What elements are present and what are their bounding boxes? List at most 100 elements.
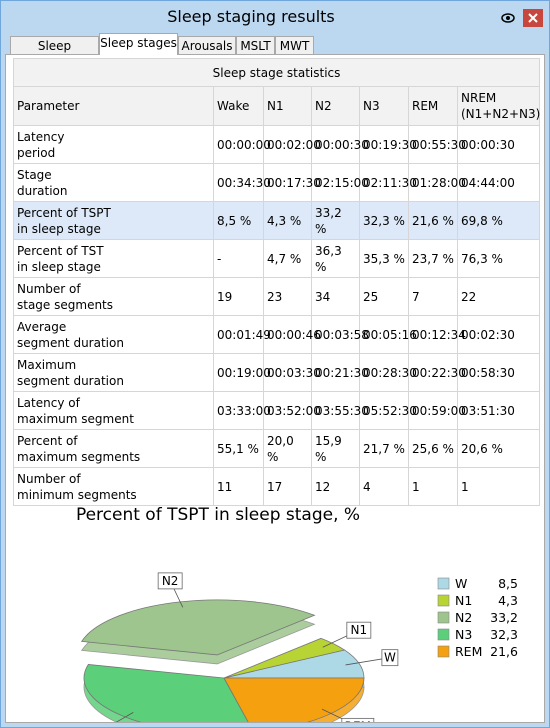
cell: 11: [213, 467, 264, 506]
cell: 00:59:00: [408, 391, 466, 430]
legend-value: 4,3: [498, 593, 518, 608]
table-row: Stage duration 00:34:30 00:17:30 02:15:00 02…: [13, 163, 541, 202]
row-label: Percent of TSPT in sleep stage: [13, 201, 214, 240]
cell: 35,3 %: [359, 239, 409, 278]
cell: 25,6 %: [408, 429, 458, 468]
window-title: Sleep staging results: [167, 7, 335, 26]
slice: [223, 637, 346, 679]
cell: 20,0 %: [263, 429, 312, 468]
slice-label: N1: [351, 623, 368, 637]
content: Sleep stage statistics Parameter Wake N1 N2 N…: [5, 54, 545, 723]
table-row: Percent of TSPT in sleep stage 8,5 % 4,3 %…: [13, 201, 541, 240]
legend-swatch: [437, 645, 450, 658]
label-leader: [115, 712, 134, 722]
cell: 25: [359, 277, 409, 316]
cell: 19: [213, 277, 264, 316]
cell: 00:00:00: [213, 125, 271, 164]
legend-label: REM: [455, 644, 482, 659]
cell: 04:44:00: [456, 163, 541, 202]
table-row: Percent of TST in sleep stage -4,7 % 36,3 …: [13, 239, 541, 278]
tab[interactable]: Sleep statistics: [10, 36, 99, 71]
slice-label: REM: [345, 719, 371, 722]
legend-value: 32,3: [490, 627, 518, 642]
column-header: NREM (N1+N2+N3): [456, 86, 540, 126]
tab[interactable]: Sleep stages: [99, 33, 178, 55]
cell: 76,3 %: [456, 239, 541, 278]
cell: 01:28:00: [408, 163, 466, 202]
row-label: Latency of maximum segment: [13, 391, 214, 430]
cell: 00:58:30: [456, 353, 541, 392]
row-label: Maximum segment duration: [13, 353, 214, 392]
row-label: Number of minimum segments: [13, 467, 214, 506]
cell: 21,6 %: [408, 201, 458, 240]
cell: 00:21:30: [311, 353, 369, 392]
legend-value: 33,2: [490, 610, 518, 625]
cell: 33,2 %: [311, 201, 360, 240]
tab[interactable]: MWT: [275, 36, 314, 56]
cell: 32,3 %: [359, 201, 409, 240]
cell: 36,3 %: [311, 239, 360, 278]
table-row: Latency of maximum segment 03:33:00 03:52:…: [13, 391, 541, 430]
cell: 69,8 %: [456, 201, 541, 240]
cell: 03:52:00: [263, 391, 321, 430]
cell: 02:11:30: [359, 163, 417, 202]
row-label: Stage duration: [13, 163, 214, 202]
cell: 12: [311, 467, 360, 506]
cell: 00:02:30: [456, 315, 541, 354]
legend-label: N3: [455, 627, 472, 642]
cell: 05:52:30: [359, 391, 417, 430]
tab[interactable]: Arousals: [178, 36, 236, 56]
column-header: N2: [311, 86, 360, 126]
slice-label-box: [381, 649, 399, 667]
cell: 8,5 %: [213, 201, 264, 240]
legend-label: W: [455, 576, 467, 591]
cell: 00:19:00: [213, 353, 271, 392]
table-row: Percent of maximum segments 55,1 % 20,0 % 1…: [13, 429, 541, 468]
tab[interactable]: MSLT: [236, 36, 275, 56]
table-title: Sleep stage statistics: [12, 58, 541, 87]
slice: [223, 677, 365, 722]
legend-value: 8,5: [498, 576, 518, 591]
cell: 00:03:30: [263, 353, 321, 392]
row-label: Average segment duration: [13, 315, 214, 354]
header-row: Parameter Wake N1 N2 N3 REM NREM (N1+N2+N3): [13, 86, 540, 126]
row-label: Percent of TST in sleep stage: [13, 239, 214, 278]
close-icon: [528, 13, 538, 23]
legend-swatch: [437, 611, 450, 624]
cell: 23: [263, 277, 312, 316]
slice: [81, 599, 316, 656]
cell: 34: [311, 277, 360, 316]
legend-swatch: [437, 628, 450, 641]
cell: 00:03:58: [311, 315, 369, 354]
cell: 20,6 %: [456, 429, 541, 468]
legend-value: 21,6: [490, 644, 518, 659]
cell: 4,7 %: [263, 239, 312, 278]
cell: 03:51:30: [456, 391, 541, 430]
eye-pupil: [506, 16, 510, 20]
cell: 00:55:30: [408, 125, 466, 164]
cell: 03:33:00: [213, 391, 271, 430]
cell: 00:01:49: [213, 315, 271, 354]
cell: -: [213, 239, 264, 278]
slice-label: N2: [162, 574, 179, 588]
title-buttons[interactable]: [499, 9, 545, 27]
eye-icon[interactable]: [501, 13, 515, 23]
cell: 00:00:46: [263, 315, 321, 354]
column-header: Wake: [213, 86, 264, 126]
cell: 00:02:00: [263, 125, 321, 164]
chart: Percent of TSPT in sleep stage, % W N1 N2 N…: [76, 505, 518, 722]
legend-label: N1: [455, 593, 472, 608]
chart-title: Percent of TSPT in sleep stage, %: [76, 505, 360, 525]
cell: 00:05:16: [359, 315, 417, 354]
legend-swatch: [437, 577, 450, 590]
table-row: Latency period 00:00:00 00:02:00 00:00:30 00…: [13, 125, 541, 164]
row-label: Percent of maximum segments: [13, 429, 214, 468]
cell: 55,1 %: [213, 429, 264, 468]
column-header: N1: [263, 86, 312, 126]
cell: 4,3 %: [263, 201, 312, 240]
stats-table: Sleep stage statistics Parameter Wake N1 N2 N…: [12, 58, 541, 506]
row-label: Latency period: [13, 125, 214, 164]
legend-swatch: [437, 594, 450, 607]
slice-label-box: [157, 572, 183, 590]
